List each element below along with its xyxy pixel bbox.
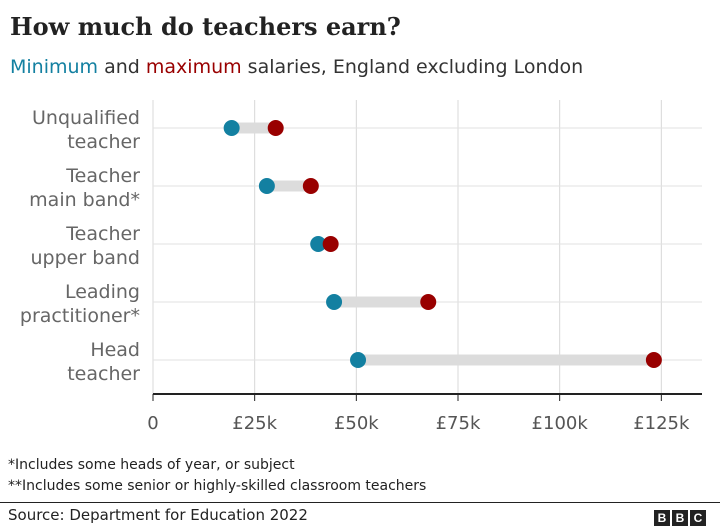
subtitle-rest: salaries, England excluding London xyxy=(241,56,584,78)
chart-subtitle: Minimum and maximum salaries, England ex… xyxy=(10,56,583,78)
x-tick-label: 0 xyxy=(147,413,158,434)
source-divider xyxy=(0,502,720,503)
minimum-point xyxy=(326,294,343,310)
maximum-point xyxy=(322,236,339,252)
category-label: practitioner* xyxy=(20,305,140,327)
category-label: main band* xyxy=(29,189,140,211)
maximum-point xyxy=(645,352,662,368)
logo-block: B xyxy=(672,510,688,526)
category-label: Teacher xyxy=(65,165,140,187)
category-label: Head xyxy=(90,339,140,361)
x-tick-label: £100k xyxy=(532,413,589,434)
subtitle-and: and xyxy=(98,56,146,78)
maximum-point xyxy=(420,294,437,310)
x-tick-label: £50k xyxy=(334,413,379,434)
logo-block: C xyxy=(690,510,706,526)
dumbbell-chart: 0 £25k £50k £75k £100k £125kUnqualifiedteache… xyxy=(20,100,702,434)
x-tick-label: £75k xyxy=(436,413,481,434)
x-tick-label: £125k xyxy=(633,413,690,434)
x-tick-label: £25k xyxy=(232,413,277,434)
subtitle-minimum: Minimum xyxy=(10,56,99,78)
minimum-point xyxy=(350,352,367,368)
minimum-point xyxy=(258,178,275,194)
category-label: Leading xyxy=(65,281,140,303)
chart-title: How much do teachers earn? xyxy=(10,12,401,41)
maximum-point xyxy=(267,120,284,136)
category-label: teacher xyxy=(67,363,140,385)
category-label: teacher xyxy=(67,131,140,153)
footnote-1: *Includes some heads of year, or subject xyxy=(8,457,295,473)
category-label: Unqualified xyxy=(32,107,140,129)
source-text: Source: Department for Education 2022 xyxy=(8,506,308,524)
category-label: Teacher xyxy=(65,223,140,245)
minimum-point xyxy=(223,120,240,136)
minimum-point xyxy=(310,236,327,252)
subtitle-maximum: maximum xyxy=(145,56,242,78)
maximum-point xyxy=(302,178,319,194)
footnote-2: **Includes some senior or highly-skilled… xyxy=(8,478,427,494)
logo-block: B xyxy=(654,510,670,526)
category-label: upper band xyxy=(30,247,140,269)
